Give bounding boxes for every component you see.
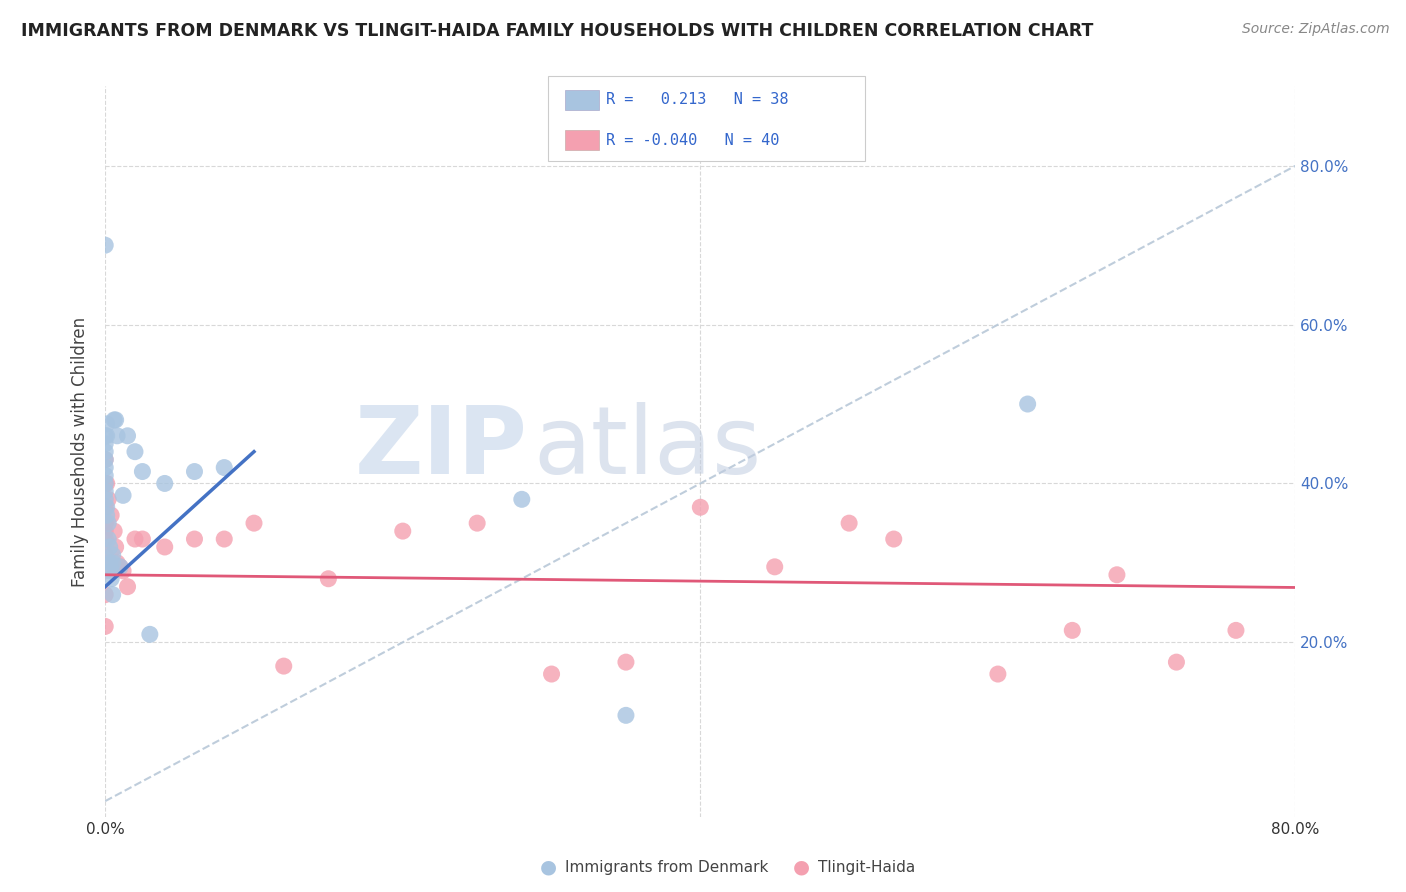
Point	[96, 508, 118, 523]
Point	[689, 500, 711, 515]
Text: ZIP: ZIP	[354, 402, 527, 494]
Y-axis label: Family Households with Children: Family Households with Children	[72, 317, 89, 587]
Text: atlas: atlas	[534, 402, 762, 494]
Point	[838, 516, 860, 530]
Point	[94, 452, 117, 467]
Point	[94, 516, 117, 530]
Point	[540, 667, 562, 681]
Point	[94, 468, 117, 483]
Point	[96, 417, 118, 431]
Point	[96, 476, 118, 491]
Point	[94, 564, 117, 578]
Point	[97, 516, 120, 530]
Text: Tlingit-Haida: Tlingit-Haida	[818, 860, 915, 874]
Point	[131, 465, 153, 479]
Point	[94, 588, 117, 602]
Point	[139, 627, 162, 641]
Point	[117, 580, 139, 594]
Point	[1105, 567, 1128, 582]
Point	[98, 540, 121, 554]
Text: Source: ZipAtlas.com: Source: ZipAtlas.com	[1241, 22, 1389, 37]
Point	[94, 524, 117, 538]
Text: R =   0.213   N = 38: R = 0.213 N = 38	[606, 93, 789, 107]
Point	[94, 500, 117, 515]
Point	[94, 619, 117, 633]
Point	[94, 476, 117, 491]
Point	[96, 429, 118, 443]
Point	[94, 436, 117, 450]
Text: IMMIGRANTS FROM DENMARK VS TLINGIT-HAIDA FAMILY HOUSEHOLDS WITH CHILDREN CORRELA: IMMIGRANTS FROM DENMARK VS TLINGIT-HAIDA…	[21, 22, 1094, 40]
Text: R = -0.040   N = 40: R = -0.040 N = 40	[606, 133, 779, 147]
Point	[465, 516, 488, 530]
Point	[614, 655, 637, 669]
Point	[183, 532, 205, 546]
Point	[391, 524, 413, 538]
Point	[614, 708, 637, 723]
Point	[103, 524, 125, 538]
Point	[105, 556, 128, 570]
Point	[100, 572, 122, 586]
Point	[1062, 624, 1084, 638]
Point	[97, 532, 120, 546]
Point	[103, 413, 125, 427]
Point	[183, 465, 205, 479]
Point	[117, 429, 139, 443]
Text: Immigrants from Denmark: Immigrants from Denmark	[565, 860, 769, 874]
Point	[131, 532, 153, 546]
Point	[153, 540, 176, 554]
Point	[101, 548, 124, 562]
Point	[96, 500, 118, 515]
Point	[510, 492, 533, 507]
Point	[112, 488, 135, 502]
Point	[108, 559, 131, 574]
Text: ●: ●	[793, 857, 810, 877]
Point	[153, 476, 176, 491]
Point	[94, 484, 117, 499]
Point	[94, 452, 117, 467]
Point	[987, 667, 1010, 681]
Point	[94, 492, 117, 507]
Point	[1017, 397, 1039, 411]
Point	[98, 556, 121, 570]
Text: ●: ●	[540, 857, 557, 877]
Point	[1225, 624, 1247, 638]
Point	[94, 444, 117, 458]
Point	[94, 429, 117, 443]
Point	[318, 572, 340, 586]
Point	[883, 532, 905, 546]
Point	[212, 460, 235, 475]
Point	[1166, 655, 1188, 669]
Point	[100, 564, 122, 578]
Point	[243, 516, 266, 530]
Point	[212, 532, 235, 546]
Point	[94, 532, 117, 546]
Point	[273, 659, 295, 673]
Point	[94, 460, 117, 475]
Point	[112, 564, 135, 578]
Point	[100, 508, 122, 523]
Point	[108, 559, 131, 574]
Point	[124, 444, 146, 458]
Point	[97, 492, 120, 507]
Point	[94, 548, 117, 562]
Point	[101, 588, 124, 602]
Point	[104, 540, 127, 554]
Point	[104, 413, 127, 427]
Point	[101, 556, 124, 570]
Point	[105, 429, 128, 443]
Point	[763, 559, 786, 574]
Point	[94, 476, 117, 491]
Point	[94, 238, 117, 252]
Point	[124, 532, 146, 546]
